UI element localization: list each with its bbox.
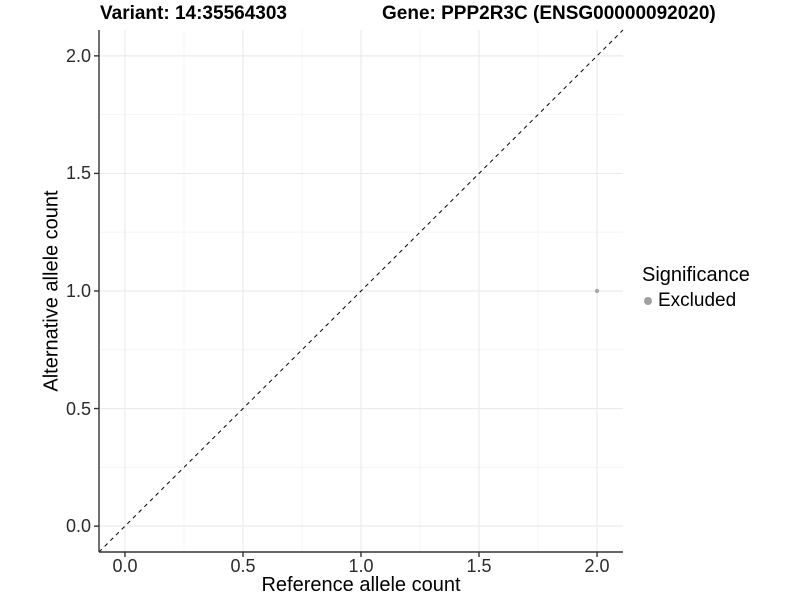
legend-entry-excluded: Excluded [642,290,750,312]
data-point [594,288,600,294]
y-tick-label: 0.0 [65,516,91,537]
y-tick-label: 0.5 [65,398,91,419]
y-tick-label: 1.5 [65,163,91,184]
x-tick-label: 2.0 [584,556,610,576]
legend-point-icon [644,297,652,305]
legend-entry-label: Excluded [658,290,737,311]
legend: Significance Excluded [642,264,750,312]
identity-reference-line [98,29,624,553]
gene-title: Gene: PPP2R3C (ENSG00000092020) [382,3,716,24]
x-axis-title: Reference allele count [261,574,461,596]
y-tick-label: 2.0 [65,45,91,66]
x-tick-label: 0.5 [230,556,256,576]
legend-title: Significance [642,264,750,286]
y-tick-label: 1.0 [65,281,91,301]
x-tick-label: 0.0 [112,556,138,576]
variant-title: Variant: 14:35564303 [100,3,287,24]
y-axis-title: Alternative allele count [40,190,63,392]
x-tick-label: 1.0 [348,556,374,576]
x-tick-label: 1.5 [466,556,492,576]
